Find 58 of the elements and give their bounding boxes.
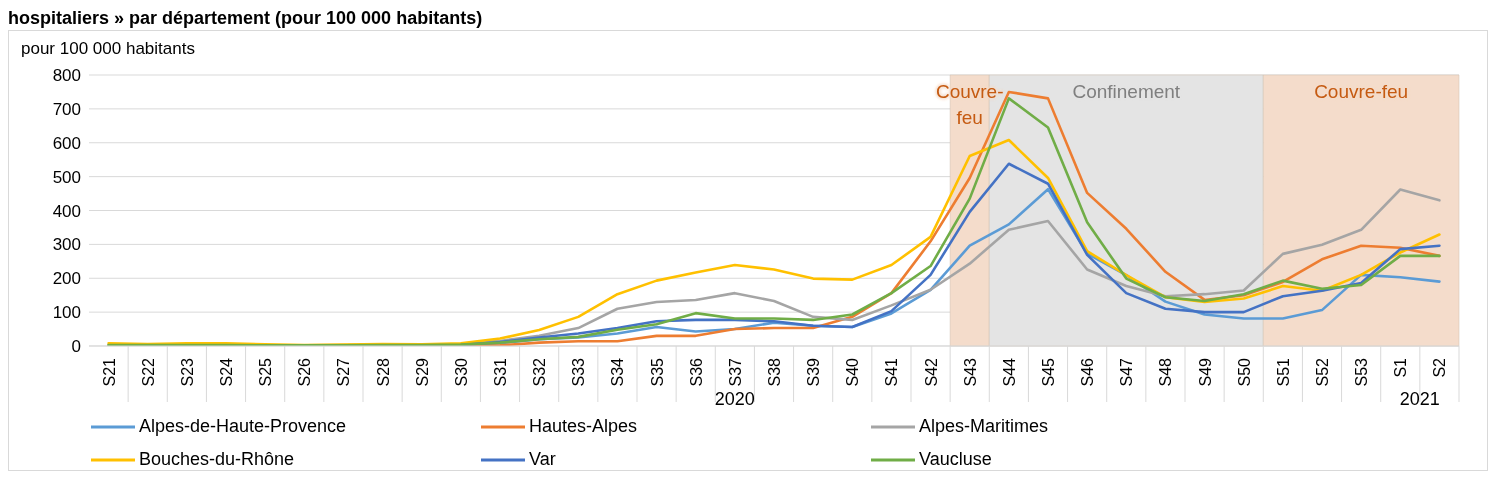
x-tick-label: S36 bbox=[687, 357, 705, 387]
legend-label: Alpes-Maritimes bbox=[919, 416, 1049, 437]
y-axis-title: pour 100 000 habitants bbox=[20, 38, 196, 60]
x-tick-label: S34 bbox=[609, 357, 627, 387]
chart-title: hospitaliers » par département (pour 100 000 habitants) bbox=[8, 8, 484, 30]
y-tick-label: 200 bbox=[52, 269, 81, 289]
x-tick-label: S22 bbox=[139, 357, 157, 387]
x-tick-label: S23 bbox=[178, 357, 196, 387]
x-tick-label: S45 bbox=[1040, 357, 1057, 387]
x-tick-label: S26 bbox=[296, 357, 314, 387]
x-tick-label: S51 bbox=[1274, 357, 1292, 387]
legend-label: Hautes-Alpes bbox=[529, 416, 638, 437]
x-tick-label: S49 bbox=[1196, 357, 1214, 387]
legend-label: Vaucluse bbox=[919, 449, 992, 470]
y-tick-label: 600 bbox=[52, 133, 81, 153]
x-tick-label: S1 bbox=[1392, 357, 1410, 378]
x-tick-label: S52 bbox=[1314, 357, 1331, 387]
x-tick-label: S27 bbox=[335, 357, 353, 387]
x-tick-label: S46 bbox=[1079, 357, 1097, 387]
band-label: Couvre-feu bbox=[934, 80, 1005, 130]
y-tick-label: 700 bbox=[52, 99, 81, 119]
x-tick-label: S40 bbox=[844, 357, 862, 387]
x-tick-label: S21 bbox=[100, 357, 118, 387]
x-tick-label: S24 bbox=[218, 357, 235, 387]
x-tick-label: S32 bbox=[531, 357, 549, 387]
x-tick-label: S37 bbox=[726, 357, 744, 387]
x-tick-label: S41 bbox=[883, 357, 901, 387]
legend-label: Var bbox=[529, 449, 556, 470]
x-tick-label: S47 bbox=[1118, 357, 1136, 387]
x-tick-label: S2 bbox=[1431, 357, 1449, 378]
legend-label: Bouches-du-Rhône bbox=[139, 449, 295, 470]
text: 2020 bbox=[713, 389, 756, 410]
legend-label: Alpes-de-Haute-Provence bbox=[139, 416, 347, 437]
x-tick-label: S50 bbox=[1235, 357, 1253, 387]
y-tick-label: 800 bbox=[52, 66, 81, 86]
y-tick-label: 300 bbox=[52, 235, 81, 255]
x-tick-label: S35 bbox=[648, 357, 666, 387]
band-label: Couvre-feu bbox=[1313, 80, 1410, 104]
x-tick-label: S53 bbox=[1353, 357, 1371, 387]
x-tick-label: S43 bbox=[961, 357, 979, 387]
band-label: Confinement bbox=[1071, 80, 1182, 104]
y-tick-label: 500 bbox=[52, 167, 81, 187]
x-tick-label: S42 bbox=[922, 357, 940, 387]
x-tick-label: S39 bbox=[805, 357, 823, 387]
x-tick-label: S38 bbox=[766, 357, 783, 387]
x-tick-label: S48 bbox=[1157, 357, 1175, 387]
x-tick-label: S31 bbox=[492, 357, 509, 387]
x-tick-label: S25 bbox=[257, 357, 275, 387]
line-series bbox=[107, 97, 1441, 346]
y-tick-label: 0 bbox=[71, 337, 81, 357]
x-tick-label: S33 bbox=[570, 357, 588, 387]
y-tick-label: 100 bbox=[52, 303, 81, 323]
x-tick-label: S30 bbox=[452, 357, 470, 387]
x-tick-label: S44 bbox=[1000, 357, 1018, 387]
text: 2021 bbox=[1398, 389, 1441, 410]
y-tick-label: 400 bbox=[52, 201, 81, 221]
x-tick-label: S28 bbox=[374, 357, 392, 387]
x-tick-label: S29 bbox=[413, 357, 431, 387]
